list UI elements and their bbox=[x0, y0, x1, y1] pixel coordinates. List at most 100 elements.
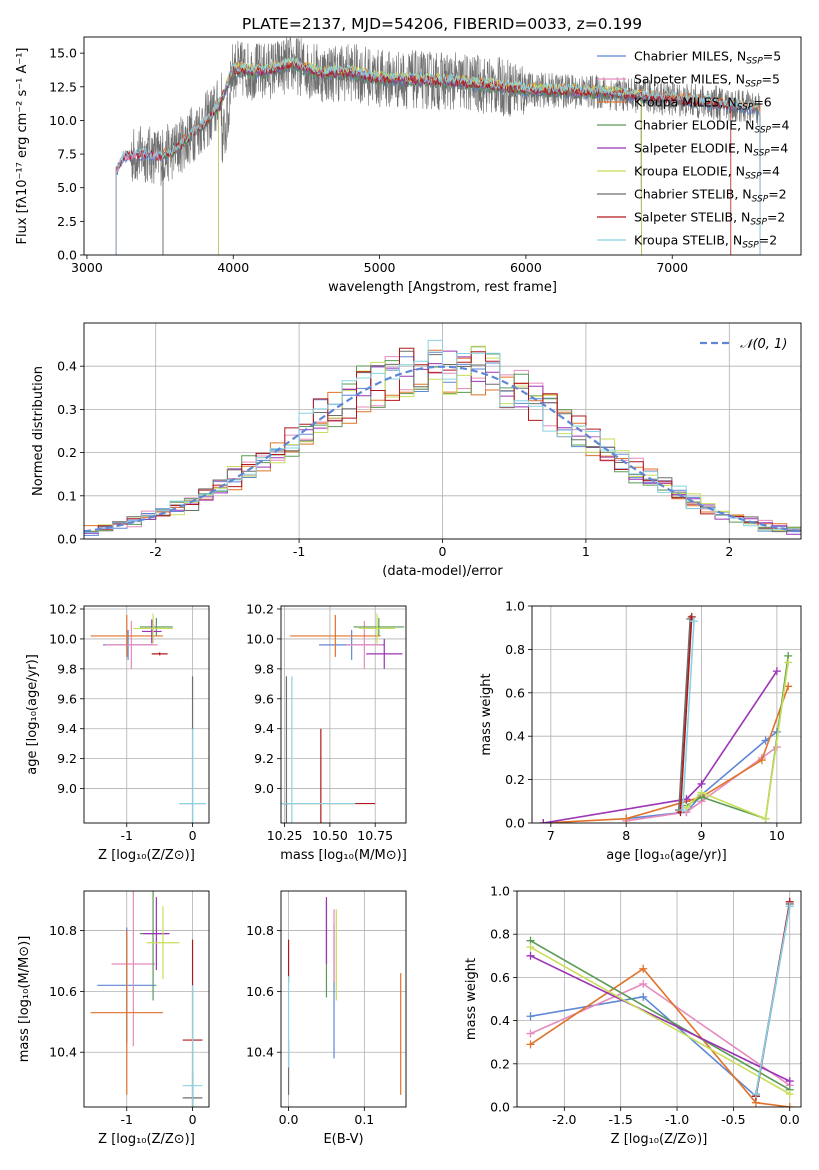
y-tick-label: 0.0 bbox=[57, 532, 77, 547]
series-line bbox=[678, 618, 691, 811]
y-tick-label: 1.0 bbox=[490, 884, 510, 899]
spectrum-frame bbox=[83, 36, 802, 256]
y-tick-label: 0.1 bbox=[57, 488, 77, 503]
y-tick-label: 10.2 bbox=[49, 601, 77, 616]
mass_vs_ebv-plot-area bbox=[281, 891, 406, 1107]
y-tick-label: 10.6 bbox=[246, 984, 274, 999]
y-tick-label: 9.6 bbox=[254, 691, 274, 706]
data-point-marker bbox=[785, 1077, 794, 1086]
y-tick-label: 10.0 bbox=[246, 631, 274, 646]
legend-entry: Chabrier STELIB, NSSP=2 bbox=[634, 187, 787, 205]
spectrum-plot-area bbox=[115, 37, 761, 255]
x-tick-label: 10.50 bbox=[312, 828, 348, 843]
x-tick-label: -1 bbox=[293, 544, 305, 559]
x-tick-label: 1 bbox=[582, 544, 590, 559]
spectrum-model-line bbox=[115, 56, 761, 255]
figure-title: PLATE=2137, MJD=54206, FIBERID=0033, z=0… bbox=[242, 15, 642, 33]
x-tick-label: 0.1 bbox=[354, 1112, 374, 1127]
x-tick-label: -2.0 bbox=[552, 1112, 576, 1127]
y-tick-label: 9.2 bbox=[254, 751, 274, 766]
legend-entry: Salpeter STELIB, NSSP=2 bbox=[634, 210, 785, 228]
x-tick-label: 10.75 bbox=[357, 828, 393, 843]
data-point-marker bbox=[697, 779, 706, 788]
y-tick-label: 12.5 bbox=[49, 79, 77, 94]
legend-nssp-value: =5 bbox=[763, 49, 781, 64]
y-tick-label: 9.4 bbox=[254, 721, 274, 736]
legend-model-name: Chabrier ELODIE, N bbox=[634, 118, 754, 133]
y-tick-label: 0.4 bbox=[57, 359, 77, 374]
legend-entry: Kroupa STELIB, NSSP=2 bbox=[634, 233, 777, 251]
mass_vs_Z-frame bbox=[83, 890, 210, 1108]
x-tick-label: 6000 bbox=[510, 260, 542, 275]
y-tick-label: 0.2 bbox=[490, 1056, 510, 1071]
legend-model-name: Salpeter MILES, N bbox=[634, 72, 745, 87]
age_vs_mass-plot-area bbox=[281, 606, 406, 823]
x-tick-label: 9 bbox=[698, 828, 706, 843]
age_vs_Z-plot-area bbox=[84, 606, 209, 823]
x-tick-label: -1 bbox=[121, 828, 133, 843]
y-axis-label: Normed distribution bbox=[31, 366, 46, 496]
y-tick-label: 9.4 bbox=[57, 721, 77, 736]
legend-entry: Chabrier ELODIE, NSSP=4 bbox=[634, 118, 789, 136]
y-tick-label: 10.8 bbox=[49, 923, 77, 938]
x-tick-label: -1.5 bbox=[608, 1112, 632, 1127]
legend-nssp-value: =4 bbox=[771, 118, 789, 133]
y-tick-label: 15.0 bbox=[49, 46, 77, 61]
x-tick-label: 10.25 bbox=[267, 828, 303, 843]
y-tick-label: 0.2 bbox=[505, 772, 525, 787]
y-axis-label: Flux [fλ10⁻¹⁷ erg cm⁻² s⁻¹ A⁻¹] bbox=[15, 48, 30, 245]
series-line bbox=[530, 940, 791, 1091]
y-tick-label: 9.0 bbox=[57, 781, 77, 796]
legend-entry: 𝒩(0, 1) bbox=[740, 337, 787, 352]
legend-subscript: SSP bbox=[737, 103, 754, 113]
legend-nssp-value: =4 bbox=[762, 164, 780, 179]
series-line bbox=[685, 662, 789, 820]
weight_vs_Z-frame bbox=[516, 890, 802, 1108]
data-point-marker bbox=[784, 658, 793, 667]
y-tick-label: 9.8 bbox=[57, 661, 77, 676]
mass_vs_ebv-frame bbox=[280, 890, 407, 1108]
legend-nssp-value: =6 bbox=[753, 95, 771, 110]
x-tick-label: 0 bbox=[189, 1112, 197, 1127]
legend-subscript: SSP bbox=[753, 149, 770, 159]
mass_vs_ebv-axes: 0.0 0.1 10.4 10.6 10.8 E(B-V) bbox=[246, 890, 407, 1147]
x-axis-label: wavelength [Angstrom, rest frame] bbox=[328, 280, 557, 295]
x-axis-label: age [log₁₀(age/yr)] bbox=[606, 848, 727, 863]
age_vs_mass-frame bbox=[280, 605, 407, 824]
legend-subscript: SSP bbox=[742, 241, 759, 251]
y-tick-label: 0.4 bbox=[490, 1013, 510, 1028]
y-tick-label: 5.0 bbox=[57, 180, 77, 195]
series-line bbox=[679, 616, 693, 813]
histogram-step bbox=[84, 339, 801, 534]
data-point-marker bbox=[761, 814, 770, 823]
x-tick-label: -0.5 bbox=[721, 1112, 745, 1127]
legend-model-name: Chabrier STELIB, N bbox=[634, 187, 752, 202]
y-tick-label: 9.6 bbox=[57, 691, 77, 706]
data-point-marker bbox=[526, 943, 535, 952]
y-tick-label: 7.5 bbox=[57, 147, 77, 162]
series-line bbox=[530, 967, 790, 1107]
legend-model-name: Salpeter ELODIE, N bbox=[634, 141, 753, 156]
mass_vs_Z-plot-area bbox=[84, 891, 209, 1107]
residuals-axes: -2 -1 0 1 2 0.0 0.1 0.2 0.3 0.4 (data-model)/error… bbox=[31, 322, 802, 579]
legend-nssp-value: =5 bbox=[762, 72, 780, 87]
legend-model-name: Kroupa ELODIE, N bbox=[634, 164, 745, 179]
x-axis-label: Z [log₁₀(Z/Z⊙)] bbox=[98, 1132, 195, 1147]
data-point-marker bbox=[751, 1090, 760, 1099]
data-point-marker bbox=[526, 1040, 535, 1049]
x-tick-label: 7000 bbox=[656, 260, 688, 275]
data-point-marker bbox=[697, 788, 706, 797]
y-axis-label: mass weight bbox=[479, 673, 494, 755]
x-tick-label: 4000 bbox=[217, 260, 249, 275]
x-tick-label: 10 bbox=[769, 828, 785, 843]
legend-model-name: Salpeter STELIB, N bbox=[634, 210, 750, 225]
data-point-marker bbox=[526, 1029, 535, 1038]
legend-subscript: SSP bbox=[750, 218, 767, 228]
y-tick-label: 0.6 bbox=[505, 685, 525, 700]
x-tick-label: 0.0 bbox=[279, 1112, 299, 1127]
y-tick-label: 10.0 bbox=[49, 113, 77, 128]
y-tick-label: 9.2 bbox=[57, 751, 77, 766]
x-tick-label: 0 bbox=[189, 828, 197, 843]
